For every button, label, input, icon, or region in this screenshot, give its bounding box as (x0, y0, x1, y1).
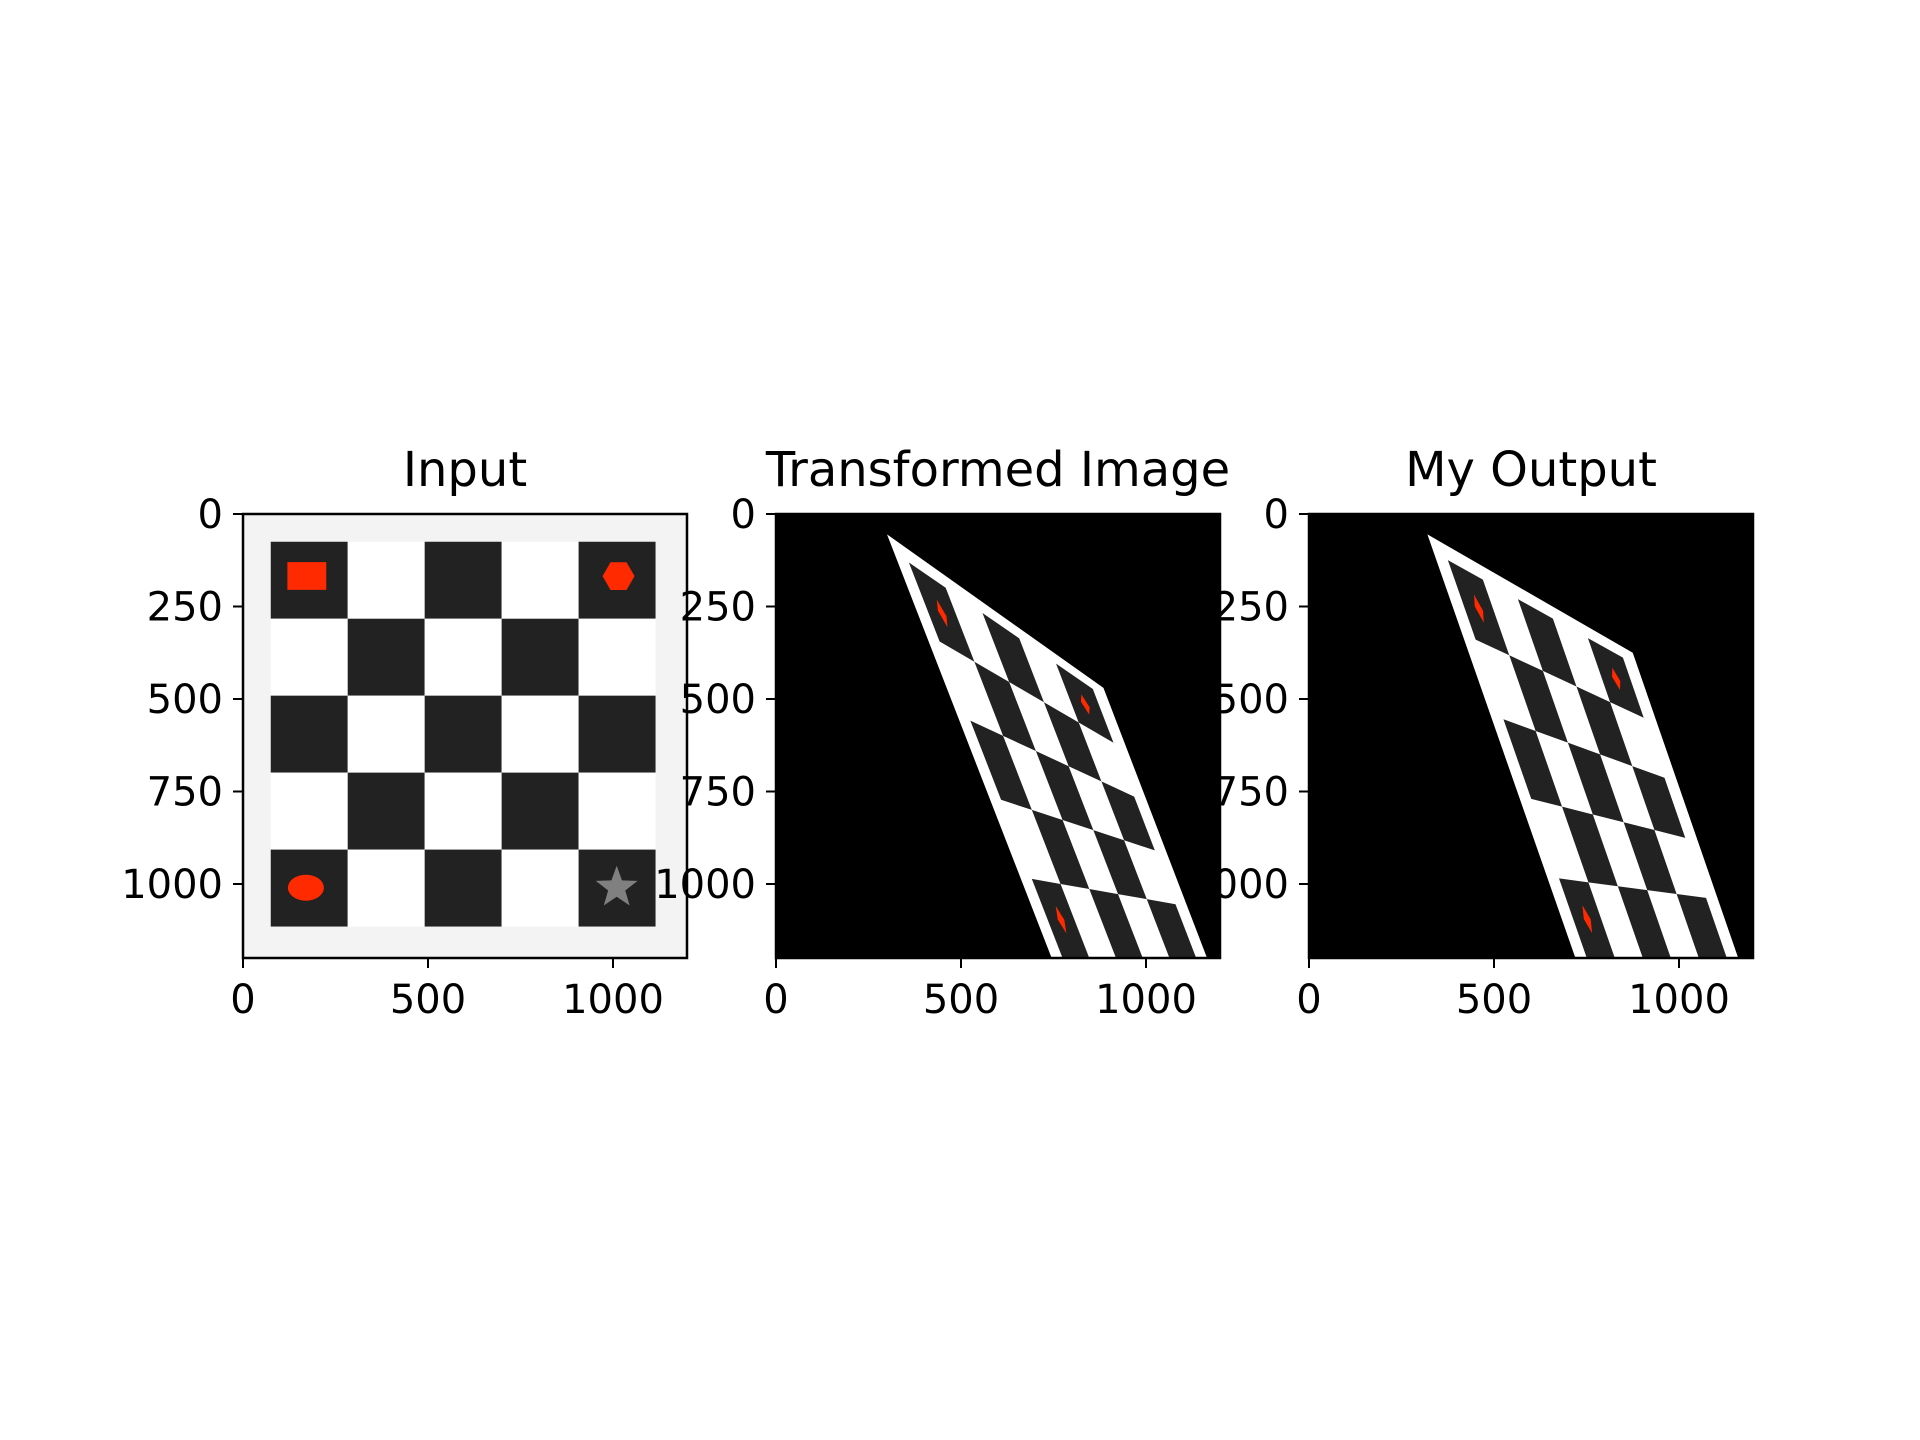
panel-title: Transformed Image (765, 442, 1230, 498)
board-square (271, 696, 348, 773)
x-tick-label: 0 (1296, 977, 1321, 1023)
board-square (348, 696, 425, 773)
board-square (502, 542, 579, 619)
y-tick-label: 1000 (654, 862, 756, 908)
y-tick-label: 0 (731, 492, 756, 538)
board-square (425, 619, 502, 696)
board-square (348, 773, 425, 850)
y-tick-label: 250 (147, 585, 223, 631)
x-tick-label: 500 (390, 977, 466, 1023)
panel-image (776, 514, 1220, 958)
x-tick-label: 0 (763, 977, 788, 1023)
board-square (579, 773, 656, 850)
x-tick-label: 500 (923, 977, 999, 1023)
x-tick-label: 1000 (1628, 977, 1730, 1023)
board-square (348, 619, 425, 696)
panel-title: My Output (1405, 442, 1657, 498)
marker-ellipse (288, 875, 324, 901)
board-square (425, 542, 502, 619)
board-square (579, 619, 656, 696)
x-tick-label: 1000 (1095, 977, 1197, 1023)
y-tick-label: 750 (680, 770, 756, 816)
y-tick-label: 1000 (1187, 862, 1289, 908)
marker-square (287, 562, 326, 590)
board-square (425, 773, 502, 850)
panel-title: Input (403, 442, 527, 498)
board-square (348, 542, 425, 619)
y-tick-label: 250 (680, 585, 756, 631)
board-square (425, 850, 502, 927)
y-tick-label: 500 (147, 677, 223, 723)
y-tick-label: 750 (1213, 770, 1289, 816)
panel-image (1309, 514, 1753, 958)
y-tick-label: 1000 (121, 862, 223, 908)
board-square (502, 619, 579, 696)
board-square (502, 850, 579, 927)
board-square (271, 619, 348, 696)
y-tick-label: 250 (1213, 585, 1289, 631)
board-square (502, 773, 579, 850)
panel-image (243, 514, 687, 958)
y-tick-label: 0 (1264, 492, 1289, 538)
y-tick-label: 500 (680, 677, 756, 723)
board-square (348, 850, 425, 927)
board-square (579, 696, 656, 773)
x-tick-label: 500 (1456, 977, 1532, 1023)
y-tick-label: 500 (1213, 677, 1289, 723)
y-tick-label: 0 (198, 492, 223, 538)
x-tick-label: 1000 (562, 977, 664, 1023)
board-square (502, 696, 579, 773)
board-square (425, 696, 502, 773)
x-tick-label: 0 (230, 977, 255, 1023)
board-square (271, 773, 348, 850)
y-tick-label: 750 (147, 770, 223, 816)
